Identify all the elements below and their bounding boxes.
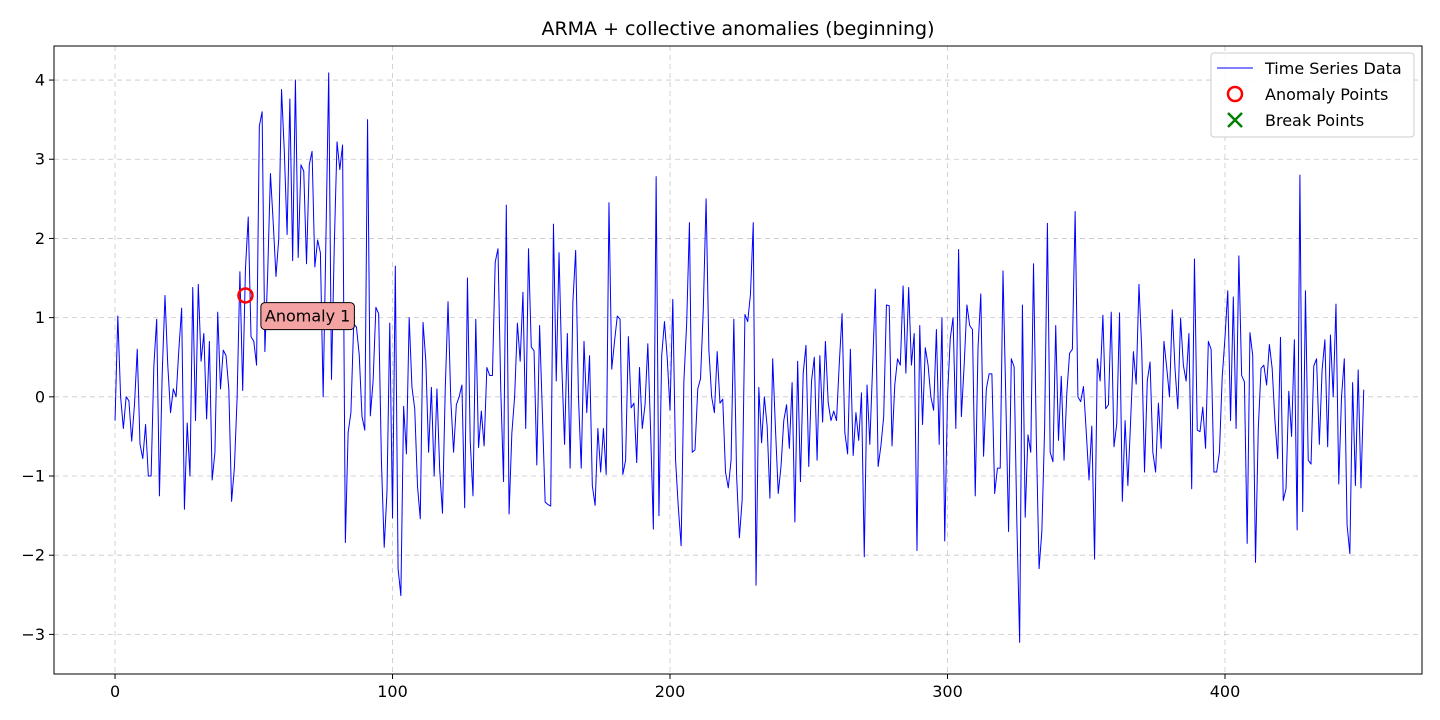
x-tick-label: 400 bbox=[1210, 682, 1241, 701]
anomaly-label: Anomaly 1 bbox=[265, 307, 350, 326]
x-tick-label: 200 bbox=[655, 682, 686, 701]
y-tick-label: −3 bbox=[21, 625, 45, 644]
x-tick-label: 100 bbox=[377, 682, 408, 701]
y-tick-label: 1 bbox=[35, 308, 45, 327]
chart-title: ARMA + collective anomalies (beginning) bbox=[541, 18, 934, 40]
y-tick-label: 4 bbox=[35, 71, 45, 90]
legend-label: Anomaly Points bbox=[1265, 85, 1388, 104]
y-tick-label: 3 bbox=[35, 150, 45, 169]
y-tick-label: −2 bbox=[21, 546, 45, 565]
x-tick-label: 0 bbox=[110, 682, 120, 701]
y-tick-label: 0 bbox=[35, 387, 45, 406]
legend-label: Break Points bbox=[1265, 111, 1364, 130]
legend-label: Time Series Data bbox=[1264, 59, 1402, 78]
legend: Time Series Data Anomaly Points Break Poin… bbox=[1211, 53, 1414, 137]
y-tick-label: −1 bbox=[21, 467, 45, 486]
x-tick-label: 300 bbox=[932, 682, 963, 701]
y-tick-label: 2 bbox=[35, 229, 45, 248]
